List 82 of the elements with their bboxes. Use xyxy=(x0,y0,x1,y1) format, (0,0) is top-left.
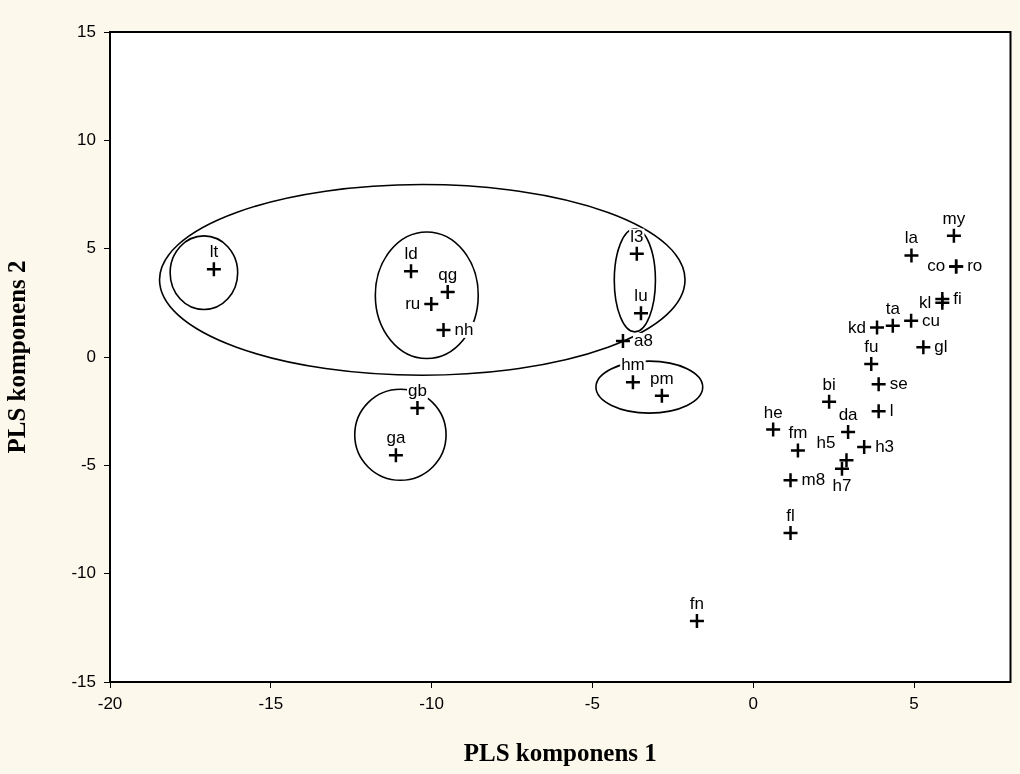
annotation: gb xyxy=(408,380,427,400)
y-tick-label: 10 xyxy=(77,130,96,150)
annotation: da xyxy=(838,404,859,424)
point xyxy=(624,374,642,391)
annotation: se xyxy=(889,374,908,394)
point xyxy=(902,312,920,330)
point xyxy=(934,294,951,312)
point xyxy=(435,321,452,339)
point xyxy=(789,442,807,459)
annotation: ta xyxy=(885,298,901,318)
y-tick-label: -15 xyxy=(71,671,96,691)
point xyxy=(653,387,671,405)
annotation: lt xyxy=(209,242,219,262)
point xyxy=(628,245,646,262)
annotation: fm xyxy=(788,423,808,443)
annotation: kd xyxy=(848,317,867,337)
annotation: ru xyxy=(405,293,421,313)
annotation: fi xyxy=(953,288,962,308)
y-axis-title: PLS komponens 2 xyxy=(3,260,31,454)
annotation: m8 xyxy=(801,470,826,490)
annotation: my xyxy=(942,208,966,228)
point xyxy=(870,402,887,420)
annotation: gl xyxy=(934,337,948,357)
annotation: he xyxy=(763,402,783,422)
point xyxy=(855,438,873,456)
point xyxy=(884,317,902,335)
annotation: ro xyxy=(967,256,983,276)
annotation: lu xyxy=(634,286,648,306)
annotation: l xyxy=(889,401,894,421)
y-tick-label: 0 xyxy=(86,346,96,366)
annotation: l3 xyxy=(630,226,644,246)
point xyxy=(205,261,223,278)
point xyxy=(838,452,855,469)
point xyxy=(764,421,782,438)
point xyxy=(903,247,920,264)
x-tick-label: -15 xyxy=(258,693,284,713)
point xyxy=(409,399,426,417)
annotation: fu xyxy=(864,336,879,356)
annotation: pm xyxy=(650,368,674,388)
x-tick-label: 0 xyxy=(748,693,758,713)
point xyxy=(632,304,650,322)
x-tick-label: -5 xyxy=(584,693,600,713)
point xyxy=(945,227,963,244)
point xyxy=(387,446,405,464)
annotation: co xyxy=(927,256,946,276)
y-tick-label: 5 xyxy=(86,238,96,258)
point xyxy=(833,460,851,478)
annotation: h3 xyxy=(875,436,895,456)
point xyxy=(862,355,880,373)
point xyxy=(820,393,838,411)
point xyxy=(868,319,886,336)
annotation: h5 xyxy=(816,433,836,453)
y-tick-label: -5 xyxy=(80,455,96,475)
annotation: fn xyxy=(689,593,705,613)
annotation: h7 xyxy=(832,475,852,495)
point xyxy=(915,339,932,356)
annotation: qg xyxy=(438,265,458,284)
point xyxy=(402,262,420,280)
annotation: kl xyxy=(919,292,932,312)
x-tick-label: 5 xyxy=(909,693,919,713)
y-tick-label: 15 xyxy=(77,21,96,41)
annotation: nh xyxy=(454,319,474,339)
point xyxy=(439,283,456,301)
x-tick-label: -10 xyxy=(419,693,444,713)
point xyxy=(839,423,857,441)
annotation: hm xyxy=(621,355,645,375)
point xyxy=(423,295,440,313)
x-axis-title: PLS komponens 1 xyxy=(463,739,657,767)
x-tick-label: -20 xyxy=(97,693,123,713)
annotation: ga xyxy=(386,428,406,448)
annotation: cu xyxy=(922,310,941,330)
point xyxy=(782,524,799,542)
annotation: ld xyxy=(404,244,418,264)
y-tick-label: -10 xyxy=(71,563,96,583)
annotation: fl xyxy=(786,505,795,525)
annotation: bi xyxy=(822,374,836,394)
annotation: a8 xyxy=(633,330,653,350)
point xyxy=(782,472,799,489)
point xyxy=(614,332,632,350)
point xyxy=(688,612,706,630)
annotation: la xyxy=(904,228,919,248)
point xyxy=(870,376,887,393)
